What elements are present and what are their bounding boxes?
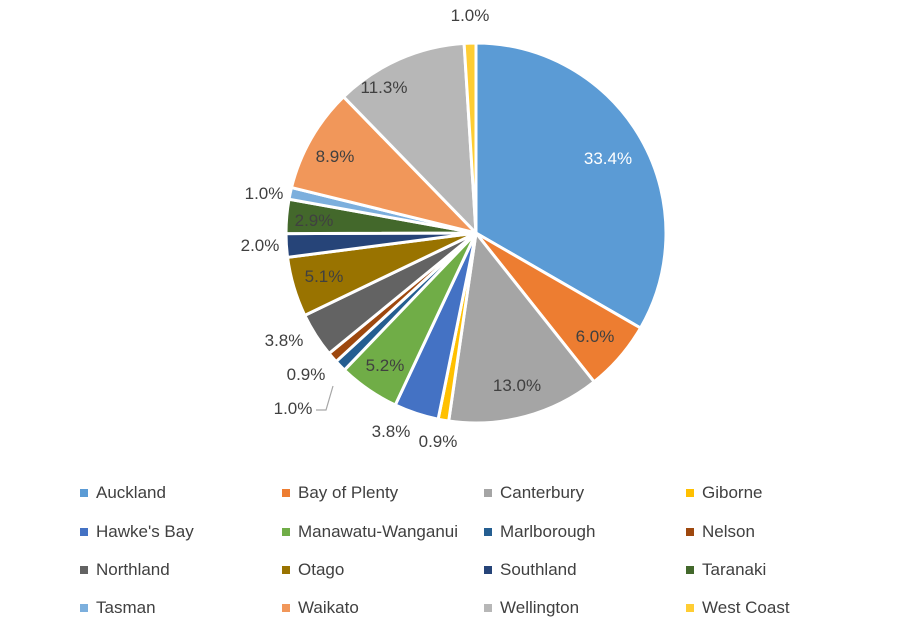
legend-label: Nelson: [702, 522, 755, 541]
legend-swatch: [686, 489, 694, 497]
data-label: 13.0%: [493, 376, 541, 395]
data-label: 1.0%: [274, 399, 313, 418]
legend-item: Canterbury: [484, 483, 584, 503]
legend-item: Nelson: [686, 522, 755, 542]
legend-swatch: [686, 528, 694, 536]
legend-item: Southland: [484, 560, 577, 580]
data-label: 5.1%: [305, 267, 344, 286]
legend-item: Giborne: [686, 483, 762, 503]
legend-label: Northland: [96, 560, 170, 579]
legend-swatch: [282, 489, 290, 497]
data-label: 0.9%: [287, 365, 326, 384]
data-label: 2.0%: [241, 236, 280, 255]
legend-item: Auckland: [80, 483, 166, 503]
legend-item: Tasman: [80, 598, 156, 618]
legend-label: Taranaki: [702, 560, 767, 579]
legend-swatch: [282, 604, 290, 612]
legend-item: Taranaki: [686, 560, 766, 580]
legend-item: Wellington: [484, 598, 579, 618]
legend-item: Northland: [80, 560, 170, 580]
legend-item: Otago: [282, 560, 344, 580]
pie-slice-canterbury: [446, 229, 597, 425]
data-label: 1.0%: [245, 184, 284, 203]
legend-item: Manawatu-Wanganui: [282, 522, 458, 542]
legend-label: Canterbury: [500, 483, 585, 502]
legend-swatch: [686, 566, 694, 574]
leader-line: [316, 385, 334, 411]
legend-item: West Coast: [686, 598, 790, 618]
legend-swatch: [686, 604, 694, 612]
data-label: 3.8%: [372, 422, 411, 441]
pie-slice-waikato: [289, 94, 481, 236]
legend-label: Bay of Plenty: [298, 483, 399, 502]
legend-swatch: [80, 528, 88, 536]
data-label: 3.8%: [265, 331, 304, 350]
data-label: 8.9%: [316, 147, 355, 166]
legend-label: Manawatu-Wanganui: [298, 522, 459, 541]
pie-slice-wellington: [341, 41, 478, 237]
legend-item: Marlborough: [484, 522, 595, 542]
legend-swatch: [484, 528, 492, 536]
pie-slice-west-coast: [462, 41, 478, 234]
data-label: 2.9%: [295, 211, 334, 230]
legend-item: Waikato: [282, 598, 359, 618]
legend-label: Marlborough: [500, 522, 596, 541]
legend-label: Tasman: [96, 598, 156, 617]
legend-swatch: [80, 604, 88, 612]
data-label: 6.0%: [576, 327, 615, 346]
legend-swatch: [80, 489, 88, 497]
legend-swatch: [282, 566, 290, 574]
legend-item: Bay of Plenty: [282, 483, 398, 503]
legend-label: West Coast: [702, 598, 790, 617]
legend-label: Giborne: [702, 483, 763, 502]
data-label: 11.3%: [361, 78, 408, 97]
legend-swatch: [484, 566, 492, 574]
legend-label: Auckland: [96, 483, 166, 502]
pie-slice-auckland: [474, 41, 668, 331]
data-label: 0.9%: [419, 432, 458, 451]
legend-label: Southland: [500, 560, 577, 579]
data-label: 5.2%: [366, 356, 405, 375]
legend-item: Hawke's Bay: [80, 522, 194, 542]
legend-swatch: [484, 489, 492, 497]
legend-label: Wellington: [500, 598, 580, 617]
legend-label: Waikato: [298, 598, 359, 617]
legend-label: Hawke's Bay: [96, 522, 194, 541]
legend-swatch: [80, 566, 88, 574]
legend-label: Otago: [298, 560, 345, 579]
data-label: 33.4%: [584, 149, 632, 168]
legend-swatch: [282, 528, 290, 536]
data-label: 1.0%: [451, 6, 490, 25]
legend-swatch: [484, 604, 492, 612]
